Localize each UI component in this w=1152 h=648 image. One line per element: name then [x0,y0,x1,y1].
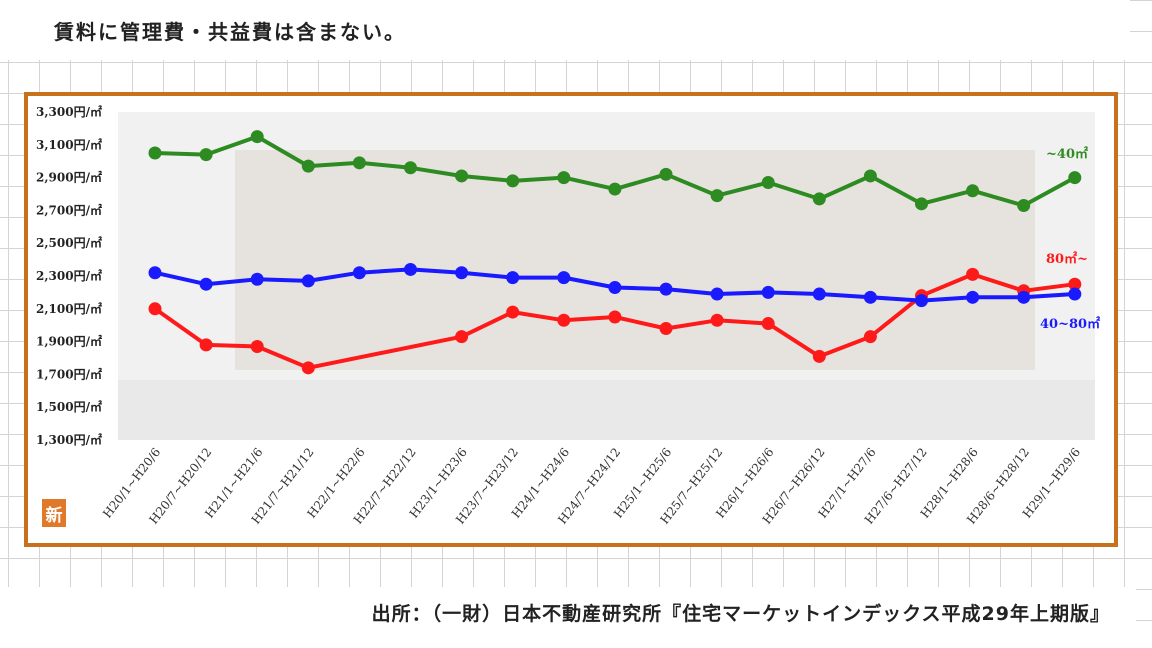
data-point [506,271,520,285]
y-tick-label: 1,500円/㎡ [36,399,102,414]
source-text: 出所：（一財）日本不動産研究所『住宅マーケットインデックス平成29年上期版』 [371,603,1110,625]
data-point [404,161,417,175]
data-point [455,330,469,344]
data-point [608,182,622,196]
note-text: 賃料に管理費・共益費は含まない。 [54,20,406,44]
data-point [1017,290,1031,304]
new-badge-icon: 新 [42,499,66,527]
road-photo [118,380,1095,440]
data-point [301,274,315,288]
y-tick-label: 2,300円/㎡ [36,268,102,283]
data-point [608,280,622,294]
data-point [148,266,162,280]
data-point [250,272,264,286]
data-point [710,189,724,203]
data-point [199,338,213,352]
data-point [1068,287,1082,301]
data-point [404,262,417,276]
data-point [1068,171,1082,185]
building-photo [235,150,1035,370]
data-point [250,130,264,144]
y-tick-label: 1,700円/㎡ [36,366,102,381]
y-tick-label: 2,500円/㎡ [36,235,102,250]
y-tick-label: 2,700円/㎡ [36,202,102,217]
series-label: 40~80㎡ [1040,316,1100,332]
data-point [761,176,775,190]
data-point [608,310,622,324]
data-point [863,330,877,344]
data-point [966,290,980,304]
data-point [557,313,571,327]
data-point [250,340,264,354]
data-point [199,148,213,162]
data-point [301,159,315,173]
series-label: 80㎡~ [1046,251,1088,267]
y-tick-label: 1,300円/㎡ [36,432,102,447]
data-point [1017,198,1031,212]
data-point [915,294,928,308]
y-tick-label: 1,900円/㎡ [36,334,102,349]
data-point [148,302,162,316]
data-point [915,197,928,211]
y-tick-label: 2,900円/㎡ [36,170,102,185]
data-point [455,169,469,183]
y-tick-label: 3,300円/㎡ [36,104,102,119]
data-point [1068,277,1082,291]
data-point [506,305,520,319]
series-label: ~40㎡ [1046,146,1088,162]
data-point [863,169,877,183]
data-point [761,317,775,331]
source-banner: 出所：（一財）日本不動産研究所『住宅マーケットインデックス平成29年上期版』 [0,587,1136,648]
data-point [301,361,315,375]
data-point [710,287,724,301]
data-point [761,285,775,299]
data-point [199,277,213,291]
data-point [863,290,877,304]
data-point [812,287,826,301]
data-point [557,171,571,185]
note-banner: 賃料に管理費・共益費は含まない。 [0,0,1130,60]
data-point [352,156,366,170]
data-point [812,192,826,206]
data-point [506,174,520,188]
data-point [352,266,366,280]
data-point [557,271,571,285]
data-point [710,313,724,327]
data-point [659,282,673,296]
data-point [659,321,673,335]
y-tick-label: 2,100円/㎡ [36,301,102,316]
data-point [455,266,469,280]
y-tick-label: 3,100円/㎡ [36,137,102,152]
data-point [659,167,673,181]
data-point [966,184,980,198]
data-point [812,349,826,363]
data-point [966,267,980,281]
data-point [148,146,162,160]
